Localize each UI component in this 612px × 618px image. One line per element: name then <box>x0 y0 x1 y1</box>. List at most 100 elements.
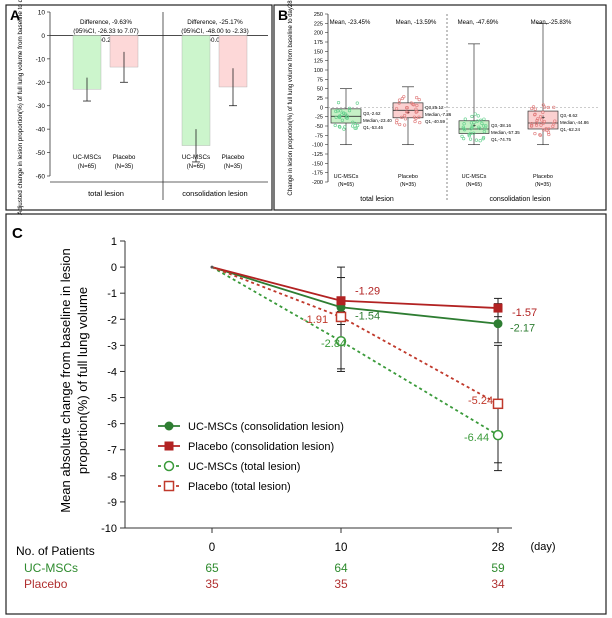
b-y-tick-label: 50 <box>317 87 323 93</box>
b-data-point <box>538 115 543 119</box>
b-data-point <box>400 96 404 101</box>
b-data-point <box>538 133 542 137</box>
b-y-tick-label: 0 <box>320 105 323 111</box>
b-data-point <box>351 120 355 124</box>
b-data-point <box>547 132 551 137</box>
b-data-point <box>531 105 536 109</box>
c-y-tick-label: -5 <box>107 393 117 405</box>
c-data-label: -1.29 <box>355 286 380 298</box>
b-data-point <box>413 119 417 124</box>
b-data-point <box>482 124 486 128</box>
c-point <box>492 398 504 410</box>
b-stat-label: Median,-44.86 <box>560 120 589 125</box>
b-stat-label: Q3,-38.16 <box>491 123 512 128</box>
b-box <box>458 120 490 134</box>
b-y-tick-label: -25 <box>315 115 323 121</box>
b-stat-label: Q1,-74.75 <box>491 137 512 142</box>
b-data-point <box>546 105 550 110</box>
b-data-point <box>476 114 480 118</box>
c-data-label: -1.54 <box>355 310 380 322</box>
c-legend-label: Placebo (total lesion) <box>188 481 291 493</box>
c-point <box>492 429 504 441</box>
b-data-point <box>403 123 407 127</box>
b-data-point <box>334 109 338 113</box>
b-data-point <box>338 125 342 129</box>
b-data-point <box>542 119 546 124</box>
c-series-line <box>211 266 499 436</box>
b-data-point <box>334 115 338 119</box>
b-data-point <box>530 122 534 126</box>
b-data-point <box>405 106 409 110</box>
b-stat-label: Q3,25.12 <box>425 105 444 110</box>
b-data-point <box>333 123 337 127</box>
c-y-tick-label: 1 <box>111 236 117 248</box>
b-mean-label: Mean, -13.59% <box>396 20 437 26</box>
b-data-point <box>533 112 537 116</box>
c-y-tick-label: -9 <box>107 497 117 509</box>
b-data-point <box>543 105 547 109</box>
b-data-point <box>417 115 421 119</box>
c-y-tick-label: -7 <box>107 445 117 457</box>
b-y-tick-label: 175 <box>314 40 323 46</box>
b-data-point <box>530 123 534 128</box>
a-annotation: (95%CI, -48.00 to -2.33) <box>181 28 249 35</box>
b-y-tick-label: 200 <box>314 31 323 37</box>
a-annotation: Difference, -9.63% <box>80 19 132 26</box>
b-stat-label: Median,-7.36 <box>425 112 452 117</box>
b-data-point <box>336 109 340 113</box>
panel-b-frame <box>273 4 607 211</box>
a-group-label: total lesion <box>88 189 124 198</box>
b-y-tick-label: 150 <box>314 49 323 55</box>
b-box-label: UC-MSCs <box>462 174 487 180</box>
b-data-point <box>468 137 473 141</box>
a-group-label: consolidation lesion <box>182 189 247 198</box>
b-mean-marker: + <box>344 113 348 120</box>
c-data-label: -1.57 <box>512 307 537 319</box>
b-data-point <box>350 124 355 128</box>
panel-a-letter: A <box>10 7 20 23</box>
a-bar-n: (N=35) <box>224 164 243 170</box>
c-data-label: -2.84 <box>321 338 346 350</box>
b-data-point <box>541 110 545 114</box>
c-y-tick-label: 0 <box>111 262 117 274</box>
c-y-tick-label: -1 <box>107 288 117 300</box>
b-y-tick-label: 100 <box>314 68 323 74</box>
b-data-point <box>544 127 548 131</box>
c-patients-count: 64 <box>334 561 348 575</box>
b-y-tick-label: 250 <box>314 12 323 18</box>
c-y-axis-label: Mean absolute change from baseline in le… <box>58 248 73 513</box>
b-data-point <box>479 118 483 122</box>
b-y-axis-label: Change in lesion proportion(%) of full l… <box>288 0 294 196</box>
b-data-point <box>538 133 542 137</box>
b-y-tick-label: -75 <box>315 133 323 139</box>
a-y-tick-label: -60 <box>36 174 46 181</box>
c-patients-title: No. of Patients <box>16 544 95 558</box>
b-data-point <box>394 107 399 111</box>
b-box-label: Placebo <box>533 174 553 180</box>
b-mean-marker: + <box>541 115 545 122</box>
c-data-label: -2.17 <box>510 323 535 335</box>
c-legend-marker <box>164 421 174 431</box>
b-stat-label: Q1,-53.46 <box>363 125 384 130</box>
a-annotation: P=0.255 <box>94 37 118 44</box>
b-mean-label: Mean, -23.45% <box>330 20 371 26</box>
b-data-point <box>355 101 359 105</box>
b-data-point <box>415 103 419 108</box>
b-data-point <box>340 118 345 122</box>
a-bar-label: Placebo <box>222 154 245 161</box>
b-data-point <box>536 117 540 121</box>
b-data-point <box>474 138 479 142</box>
b-data-point <box>461 125 465 129</box>
b-y-tick-label: -50 <box>315 124 323 130</box>
b-box-label: UC-MSCs <box>334 174 359 180</box>
c-legend-marker <box>164 441 174 451</box>
c-x-axis-label: (day) <box>530 541 555 553</box>
b-group-label: total lesion <box>360 196 394 203</box>
c-point <box>493 319 503 329</box>
b-data-point <box>403 117 408 121</box>
b-data-point <box>460 134 464 138</box>
c-origin-point <box>210 265 214 269</box>
a-bar-n: (N=65) <box>78 164 97 170</box>
c-point <box>336 296 346 306</box>
